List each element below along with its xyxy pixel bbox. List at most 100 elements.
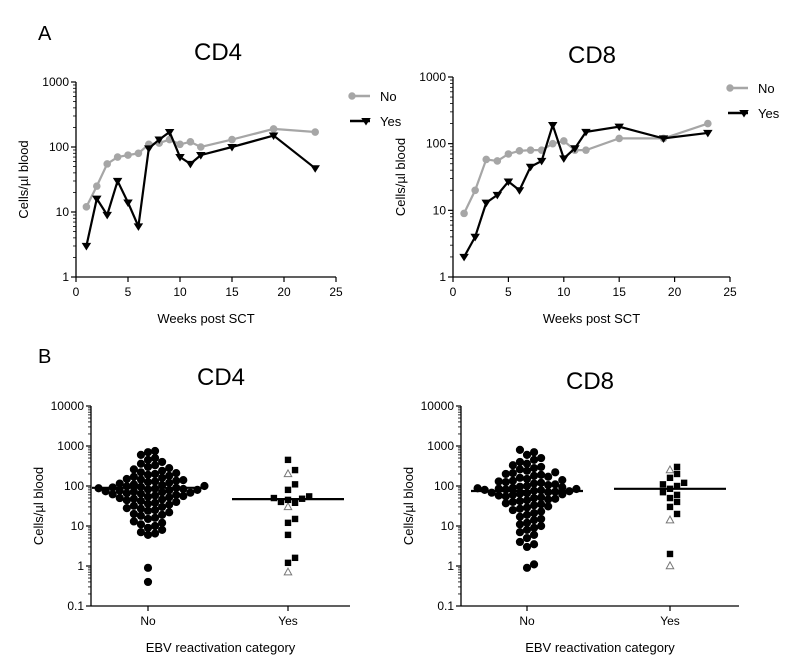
- data-point-no: [179, 491, 188, 501]
- data-point-no: [544, 488, 553, 497]
- data-point-no: [537, 507, 546, 516]
- data-point-yes: [547, 122, 558, 130]
- data-point-no: [522, 510, 532, 519]
- data-point-no: [179, 476, 188, 485]
- y-tick-label: 100: [49, 140, 69, 154]
- x-axis-label: Weeks post SCT: [157, 311, 254, 326]
- data-point-no: [460, 209, 468, 218]
- data-point-no: [529, 509, 539, 518]
- data-point-no: [529, 448, 539, 457]
- data-point-yes: [536, 157, 547, 166]
- data-point-no: [537, 470, 546, 479]
- data-point-yes: [283, 468, 293, 478]
- data-point-no: [176, 140, 184, 149]
- data-point-no: [165, 500, 174, 509]
- data-point-no: [544, 472, 553, 481]
- data-point-no: [136, 459, 146, 468]
- data-point-no: [136, 511, 146, 520]
- data-point-no: [165, 508, 174, 517]
- data-point-no: [582, 146, 590, 154]
- data-point-no: [150, 491, 160, 500]
- y-tick-label: 10000: [51, 399, 85, 413]
- data-point-yes: [291, 554, 299, 562]
- data-point-yes: [277, 498, 285, 506]
- data-point-no: [129, 472, 138, 481]
- data-point-no: [501, 492, 510, 501]
- data-point-yes: [283, 567, 293, 576]
- data-point-no: [544, 502, 553, 511]
- data-point-no: [136, 528, 146, 537]
- data-point-yes: [673, 498, 681, 506]
- x-tick-label: 15: [225, 285, 239, 299]
- data-point-no: [103, 160, 111, 168]
- data-point-no: [172, 476, 181, 485]
- data-point-no: [122, 504, 131, 513]
- data-point-no: [124, 151, 132, 159]
- data-point-yes: [81, 242, 92, 251]
- data-point-yes: [268, 132, 279, 141]
- y-tick-label: 100: [434, 479, 454, 493]
- data-point-yes: [666, 550, 674, 558]
- data-point-no: [548, 139, 557, 148]
- data-point-no: [311, 128, 320, 136]
- x-tick-label: 20: [668, 285, 682, 299]
- data-point-no: [150, 446, 160, 456]
- data-point-yes: [133, 223, 144, 231]
- y-tick-label: 1000: [42, 75, 69, 89]
- data-point-no: [529, 501, 539, 510]
- data-point-no: [515, 457, 525, 467]
- data-point-yes: [666, 494, 674, 502]
- data-point-no: [480, 485, 489, 494]
- data-point-no: [522, 533, 532, 543]
- data-point-yes: [164, 128, 175, 137]
- data-point-no: [122, 474, 131, 484]
- data-point-no: [165, 478, 174, 487]
- data-point-yes: [284, 519, 292, 527]
- data-point-no: [529, 540, 539, 549]
- data-point-no: [136, 496, 146, 506]
- data-point-no: [508, 469, 517, 478]
- y-tick-label: 1: [447, 559, 454, 573]
- legend-marker-no: [726, 84, 734, 92]
- data-point-no: [158, 488, 167, 497]
- chart-b-cd8: 0.1 1 10 100 1000 10000 CD8 Cells/µl blood EBV r…: [401, 368, 739, 655]
- data-point-no: [136, 504, 146, 513]
- data-point-no: [615, 134, 624, 143]
- data-point-no: [143, 499, 153, 508]
- data-point-no: [508, 490, 517, 499]
- data-point-no: [537, 493, 546, 502]
- data-point-no: [143, 478, 153, 487]
- data-point-no: [165, 464, 174, 473]
- y-tick-label: 0.1: [437, 599, 454, 613]
- x-axis-label: EBV reactivation category: [525, 640, 675, 655]
- data-point-no: [529, 455, 539, 464]
- data-point-yes: [283, 501, 293, 511]
- data-point-no: [150, 513, 160, 522]
- data-point-no: [529, 464, 539, 473]
- y-tick-label: 1000: [419, 70, 446, 84]
- data-point-no: [515, 147, 524, 155]
- data-point-yes: [673, 510, 681, 518]
- data-point-yes: [470, 233, 480, 242]
- data-point-no: [269, 125, 278, 133]
- data-point-no: [143, 470, 153, 479]
- data-point-no: [158, 466, 167, 475]
- data-point-no: [165, 493, 174, 502]
- data-point-no: [522, 466, 532, 475]
- data-point-no: [522, 542, 532, 552]
- y-tick-label: 1: [439, 270, 446, 284]
- data-point-yes: [123, 199, 133, 207]
- y-tick-label: 100: [426, 137, 446, 151]
- data-point-no: [515, 512, 525, 521]
- data-point-no: [501, 469, 510, 479]
- y-tick-label: 100: [64, 479, 84, 493]
- data-point-no: [172, 497, 181, 507]
- data-point-no: [158, 473, 167, 482]
- data-point-yes: [492, 191, 503, 200]
- legend: No Yes: [348, 89, 402, 129]
- data-point-no: [522, 459, 532, 468]
- data-point-no: [143, 462, 153, 472]
- data-point-no: [143, 530, 153, 539]
- data-point-yes: [673, 491, 681, 499]
